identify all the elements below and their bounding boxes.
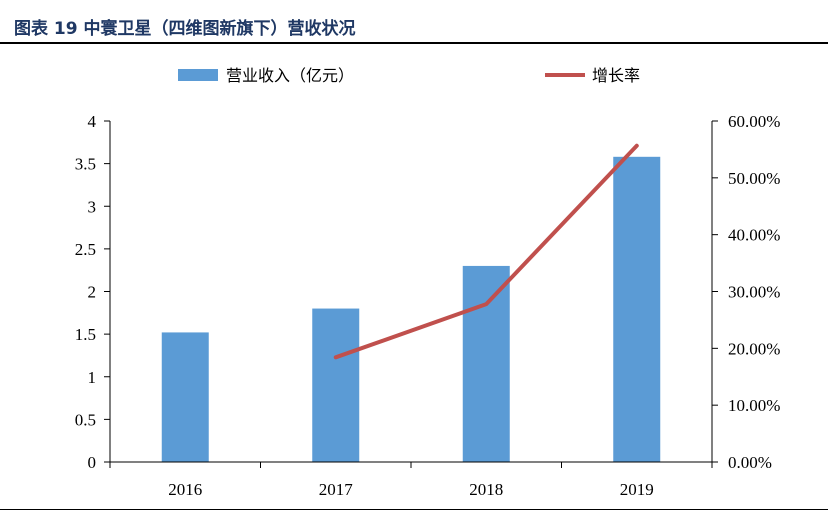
left-axis-tick-label: 2 bbox=[88, 283, 97, 302]
right-axis-tick-label: 60.00% bbox=[728, 112, 780, 131]
revenue-bar bbox=[613, 156, 661, 462]
x-axis-tick-label: 2017 bbox=[319, 480, 354, 499]
left-axis-tick-label: 0 bbox=[88, 453, 97, 472]
right-axis-tick-label: 0.00% bbox=[728, 453, 772, 472]
left-axis-tick-label: 1 bbox=[88, 368, 97, 387]
right-axis-tick-label: 20.00% bbox=[728, 339, 780, 358]
x-axis-tick-label: 2016 bbox=[168, 480, 202, 499]
legend-bar-label: 营业收入（亿元） bbox=[226, 66, 354, 85]
x-axis-tick-label: 2019 bbox=[620, 480, 654, 499]
left-axis-tick-label: 0.5 bbox=[75, 410, 96, 429]
left-axis-tick-label: 3 bbox=[88, 197, 97, 216]
growth-rate-line bbox=[333, 143, 639, 360]
right-axis-tick-label: 50.00% bbox=[728, 169, 780, 188]
left-axis-tick-label: 1.5 bbox=[75, 325, 96, 344]
left-axis-tick-label: 3.5 bbox=[75, 155, 96, 174]
plot-area: 00.511.522.533.540.00%10.00%20.00%30.00%… bbox=[75, 112, 781, 499]
left-axis-tick-label: 4 bbox=[88, 112, 97, 131]
revenue-bar bbox=[161, 332, 209, 462]
bottom-divider bbox=[0, 509, 828, 510]
x-axis-tick-label: 2018 bbox=[469, 480, 503, 499]
revenue-bar bbox=[312, 308, 360, 462]
legend: 营业收入（亿元） 增长率 bbox=[178, 66, 640, 85]
left-axis-tick-label: 2.5 bbox=[75, 240, 96, 259]
title-divider bbox=[0, 42, 828, 44]
right-axis-tick-label: 30.00% bbox=[728, 283, 780, 302]
legend-line-label: 增长率 bbox=[592, 66, 640, 85]
figure-title: 图表 19 中寰卫星（四维图新旗下）营收状况 bbox=[14, 19, 356, 39]
legend-bar-swatch bbox=[178, 69, 218, 81]
revenue-bar bbox=[462, 265, 510, 462]
right-axis-tick-label: 40.00% bbox=[728, 226, 780, 245]
right-axis-tick-label: 10.00% bbox=[728, 396, 780, 415]
